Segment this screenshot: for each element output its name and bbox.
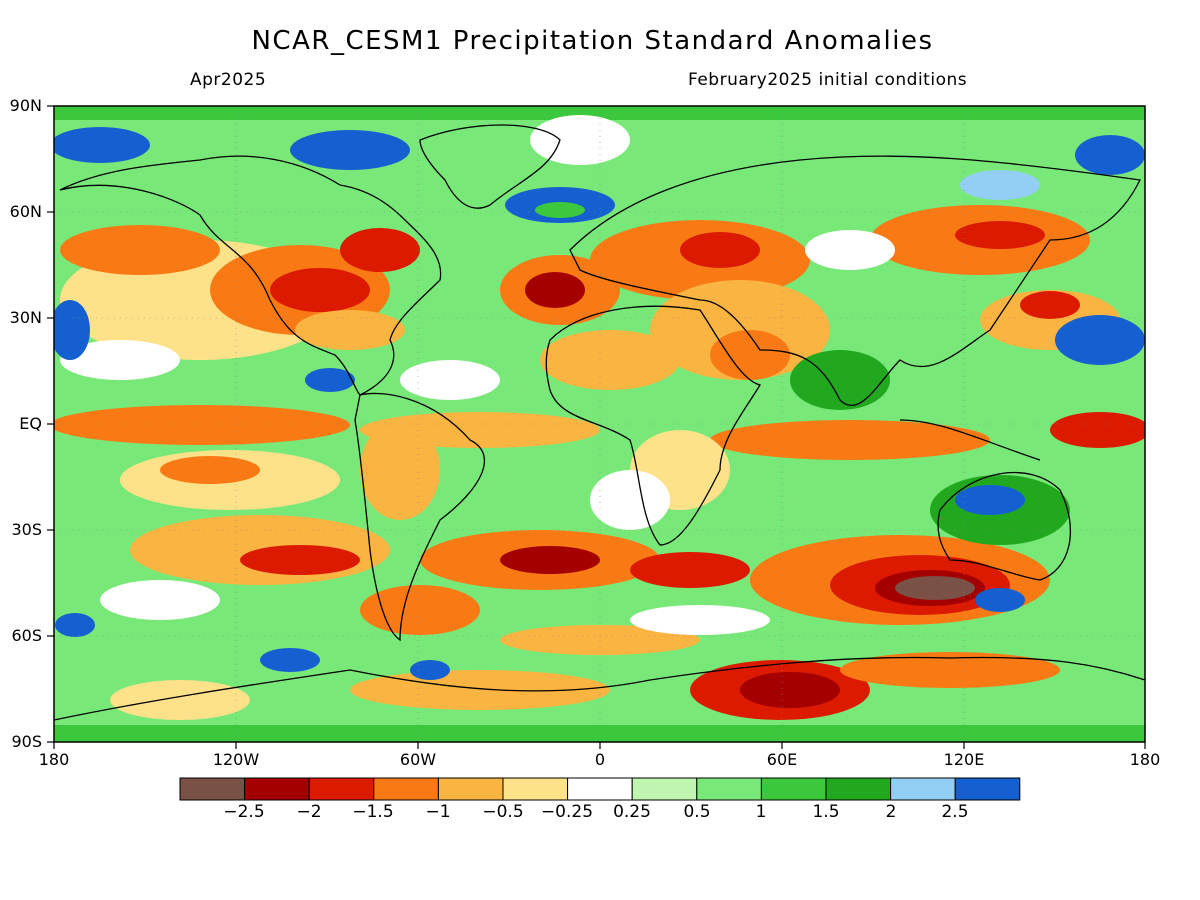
lon-label-60e: 60E bbox=[766, 750, 798, 769]
lon-label-180e: 180 bbox=[1129, 750, 1161, 769]
legend-swatch bbox=[244, 777, 310, 801]
legend-label: 1 bbox=[755, 802, 767, 822]
lat-label-30n: 30N bbox=[9, 308, 42, 327]
lon-label-120e: 120E bbox=[943, 750, 985, 769]
legend-colorbar bbox=[179, 777, 1021, 801]
legend-label: −1 bbox=[425, 802, 451, 822]
legend-label: 1.5 bbox=[812, 802, 840, 822]
lat-label-30s: 30S bbox=[11, 520, 42, 539]
lat-label-eq: EQ bbox=[19, 414, 42, 433]
legend-swatch bbox=[631, 777, 698, 801]
lat-label-90n: 90N bbox=[9, 96, 42, 115]
legend-label: 2 bbox=[885, 802, 897, 822]
legend-label: −0.25 bbox=[540, 802, 594, 822]
legend-swatch bbox=[437, 777, 504, 801]
legend-swatch bbox=[179, 777, 246, 801]
valid-month-label: Apr2025 bbox=[190, 70, 267, 90]
legend-swatch bbox=[373, 777, 439, 801]
legend-label: −2.5 bbox=[223, 802, 265, 822]
legend-swatch bbox=[567, 777, 633, 801]
lon-label-0: 0 bbox=[594, 750, 606, 769]
lon-label-120w: 120W bbox=[212, 750, 260, 769]
legend-swatch bbox=[890, 777, 956, 801]
legend-label: 0.5 bbox=[683, 802, 711, 822]
lat-label-90s: 90S bbox=[11, 732, 42, 751]
legend-label: −2 bbox=[296, 802, 322, 822]
legend-swatch bbox=[825, 777, 892, 801]
lon-label-180w: 180 bbox=[38, 750, 70, 769]
legend-label: 0.25 bbox=[613, 802, 651, 822]
lat-label-60n: 60N bbox=[9, 202, 42, 221]
lat-label-60s: 60S bbox=[11, 626, 42, 645]
legend-swatch bbox=[308, 777, 375, 801]
legend-swatch bbox=[954, 777, 1021, 801]
axis-ticks bbox=[47, 105, 1146, 749]
graticule bbox=[54, 106, 1145, 742]
legend-label: −1.5 bbox=[352, 802, 394, 822]
legend-label: 2.5 bbox=[941, 802, 969, 822]
legend-swatch bbox=[696, 777, 762, 801]
lon-label-60w: 60W bbox=[399, 750, 437, 769]
legend-swatch bbox=[760, 777, 827, 801]
initial-conditions-label: February2025 initial conditions bbox=[688, 70, 968, 90]
anomaly-field bbox=[54, 106, 1145, 742]
legend-swatch bbox=[502, 777, 569, 801]
coastlines bbox=[54, 124, 1145, 721]
legend-label: −0.5 bbox=[482, 802, 524, 822]
map-title: NCAR_CESM1 Precipitation Standard Anomal… bbox=[251, 26, 934, 56]
